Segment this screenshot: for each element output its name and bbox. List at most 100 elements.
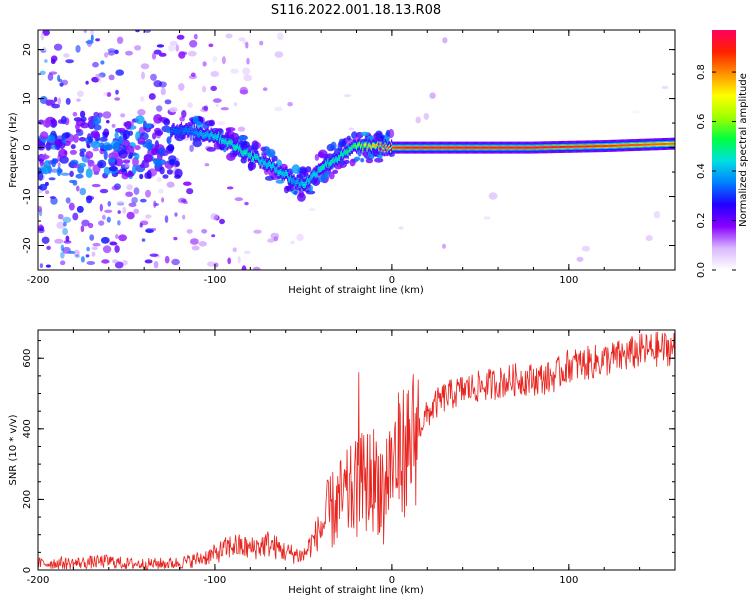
spectrogram-ridge-cell: [588, 145, 590, 148]
spectrogram-halo-cell: [293, 190, 298, 196]
spectrogram-ridge-cell: [563, 145, 565, 148]
spectrogram-halo-cell: [61, 133, 66, 141]
spectrogram-ridge-cell: [626, 144, 628, 147]
spectrogram-halo-cell: [137, 136, 146, 144]
spectrogram-ridge-cell: [356, 146, 358, 149]
spectrogram-noise-cell: [39, 183, 48, 191]
spectrogram-ridge-cell: [518, 146, 520, 149]
spectrogram-ridge-cell: [193, 129, 195, 132]
colorbar-tick-label: 0.2: [696, 213, 707, 229]
spectrogram-ridge-cell: [597, 145, 599, 148]
spectrogram-halo-cell: [114, 131, 119, 139]
spectrogram-halo-cell: [346, 135, 351, 141]
spectrogram-noise-cell: [65, 97, 71, 105]
spectrogram-noise-cell: [181, 199, 187, 203]
spectrogram-halo-cell: [385, 129, 391, 137]
spectrogram-ridge-cell: [383, 149, 385, 152]
spectrogram-ridge-cell: [414, 146, 416, 149]
spectrogram-ridge-cell: [321, 167, 323, 170]
spectrogram-ridge-cell: [585, 145, 587, 148]
spectrogram-noise-cell: [91, 76, 100, 83]
spectrogram-ridge-cell: [310, 176, 312, 179]
spectrogram-noise-cell: [661, 85, 669, 90]
spectrogram-ridge-cell: [387, 147, 389, 150]
spectrogram-ridge-cell: [196, 132, 198, 135]
spectrogram-ridge-cell: [192, 133, 194, 136]
spectrogram-noise-cell: [133, 208, 140, 214]
spectrogram-noise-cell: [102, 245, 112, 254]
spectrogram-ridge-cell: [483, 146, 485, 149]
spectrogram-ridge-cell: [627, 144, 629, 147]
spectrogram-halo-cell: [275, 179, 285, 184]
spectrogram-noise-cell: [173, 236, 178, 241]
spectrogram-noise-cell: [137, 109, 146, 116]
spectrogram-halo-cell: [46, 134, 56, 143]
spectrogram-ridge-cell: [468, 146, 470, 149]
y-tick-label: -20: [22, 237, 33, 253]
spectrogram-ridge-cell: [179, 129, 181, 132]
spectrogram-halo-cell: [85, 168, 93, 179]
spectrogram-noise-cell: [215, 103, 219, 107]
spectrogram-ridge-cell: [485, 146, 487, 149]
spectrogram-noise-cell: [226, 186, 234, 190]
spectrogram-ridge-cell: [247, 154, 249, 157]
spectrogram-ridge-cell: [322, 166, 324, 169]
spectrogram-halo-cell: [54, 138, 63, 148]
spectrogram-ridge-cell: [214, 135, 216, 138]
spectrogram-noise-cell: [343, 94, 352, 98]
colorbar-tick-label: 0.8: [696, 64, 707, 80]
spectrogram-noise-cell: [296, 233, 304, 241]
spectrogram-noise-cell: [202, 106, 208, 111]
spectrogram-noise-cell: [109, 241, 118, 246]
spectrogram-ridge-cell: [454, 146, 456, 149]
spectrogram-ridge-cell: [494, 146, 496, 149]
spectrogram-ridge-cell: [294, 182, 296, 185]
spectrogram-noise-cell: [99, 203, 103, 212]
spectrogram-halo-cell: [39, 131, 49, 140]
spectrogram-ridge-cell: [318, 168, 320, 171]
spectrogram-halo-cell: [51, 158, 57, 168]
spectrogram-ridge-cell: [606, 145, 608, 147]
spectrogram-ridge-cell: [430, 146, 432, 149]
spectrogram-noise-cell: [57, 97, 61, 105]
spectrogram-ridge-cell: [595, 145, 598, 148]
spectrogram-noise-cell: [111, 123, 116, 128]
spectrogram-noise-cell: [42, 30, 50, 36]
spectrogram-ridge-cell: [573, 145, 575, 148]
spectrogram-halo-cell: [167, 145, 175, 152]
spectrogram-noise-cell: [158, 188, 164, 194]
spectrogram-ridge-cell: [526, 146, 529, 149]
spectrogram-ridge-cell: [289, 178, 291, 181]
spectrogram-ridge-cell: [583, 145, 585, 148]
spectrogram-ridge-cell: [266, 164, 268, 167]
spectrogram-noise-cell: [91, 246, 99, 251]
spectrogram-noise-cell: [187, 50, 197, 57]
spectrogram-noise-cell: [227, 257, 232, 265]
spectrogram-ridge-cell: [577, 145, 580, 148]
spectrogram-ridge-cell: [185, 128, 187, 131]
spectrogram-ridge-cell: [273, 164, 275, 167]
spectrogram-ridge-cell: [520, 146, 522, 149]
snr-x-axis-label: Height of straight line (km): [288, 585, 424, 596]
spectrogram-ridge-cell: [545, 146, 547, 149]
spectrogram-ridge-cell: [609, 144, 611, 147]
spectrogram-y-ticks: -20 -10 0 10 20: [22, 43, 675, 271]
spectrogram-halo-cell: [146, 170, 152, 179]
spectrogram-noise-cell: [38, 228, 45, 234]
spectrogram-ridge-cell: [245, 152, 247, 154]
spectrogram-halo-cell: [72, 133, 79, 143]
spectrogram-noise-cell: [581, 245, 591, 252]
spectrogram-ridge-cell: [538, 146, 540, 149]
spectrogram-ridge-cell: [663, 143, 666, 145]
spectrogram-ridge-cell: [427, 146, 429, 149]
spectrogram-ridge-cell: [182, 130, 185, 133]
spectrogram-noise-cell: [245, 42, 249, 49]
spectrogram-ridge-cell: [375, 145, 377, 148]
spectrogram-noise-cell: [65, 197, 71, 204]
spectrogram-noise-cell: [87, 222, 94, 229]
spectrogram-noise-cell: [44, 59, 48, 63]
spectrogram-ridge-cell: [531, 146, 533, 149]
spectrogram-halo-cell: [152, 147, 159, 152]
spectrogram-ridge-cell: [673, 142, 675, 145]
